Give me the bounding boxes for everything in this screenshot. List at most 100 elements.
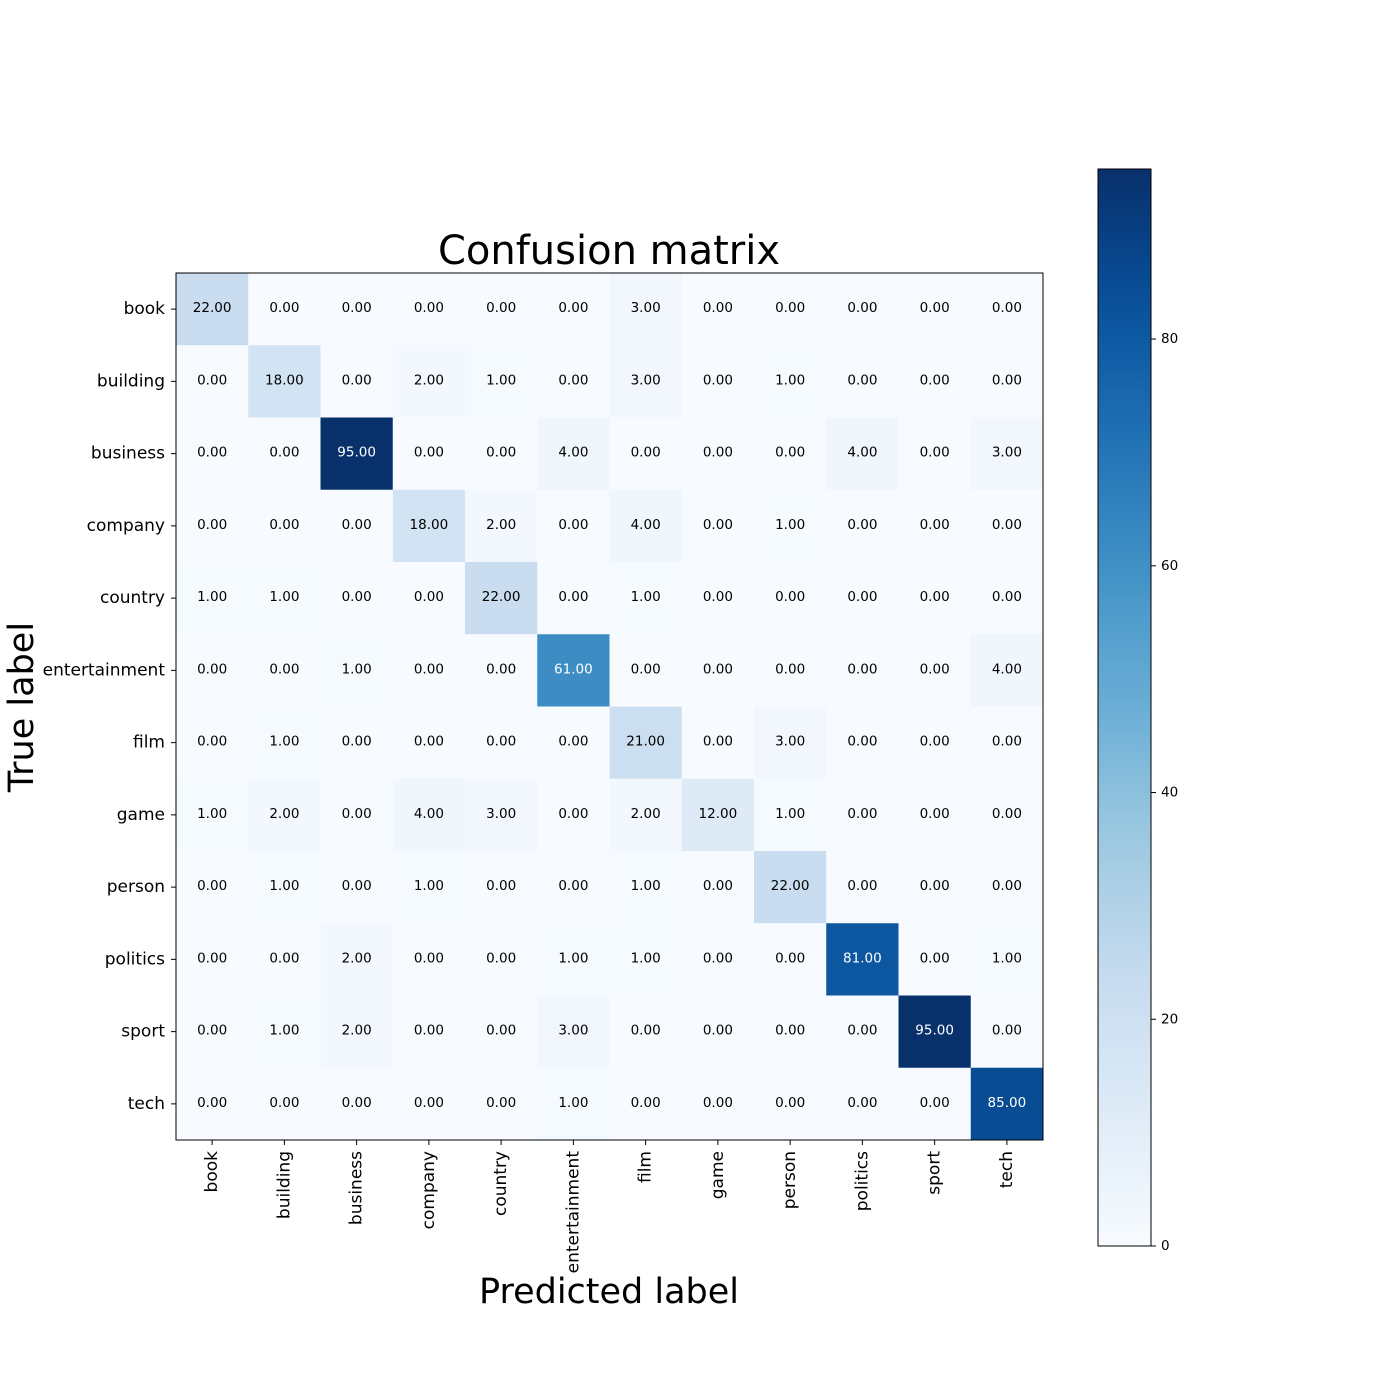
cell-value-label: 1.00 — [342, 661, 372, 677]
matrix-cell — [681, 706, 755, 780]
cell-value-label: 0.00 — [847, 300, 877, 316]
matrix-cell — [609, 273, 683, 346]
matrix-cell — [320, 851, 394, 924]
cell-value-label: 0.00 — [992, 806, 1022, 822]
matrix-cell — [320, 706, 394, 780]
cell-value-label: 0.00 — [992, 372, 1022, 388]
cell-value-label: 0.00 — [703, 661, 733, 677]
y-tick-label: film — [133, 733, 165, 753]
matrix-cell — [248, 489, 321, 563]
cell-value-label: 0.00 — [558, 300, 588, 316]
cell-value-label: 0.00 — [631, 445, 661, 461]
cell-value-label: 0.00 — [414, 661, 444, 677]
x-tick-label: game — [708, 1151, 728, 1199]
cell-value-label: 1.00 — [631, 950, 661, 966]
matrix-cell — [176, 489, 249, 563]
cell-value-label: 4.00 — [992, 661, 1022, 677]
matrix-cell — [898, 706, 972, 780]
matrix-cell — [754, 634, 827, 707]
plot-frame — [175, 272, 1044, 1141]
cell-value-label: 0.00 — [847, 517, 877, 533]
matrix-cell — [970, 995, 1044, 1069]
cell-value-label: 0.00 — [486, 878, 516, 894]
matrix-cell — [898, 923, 972, 996]
cell-value-label: 2.00 — [269, 806, 299, 822]
cell-value-label: 22.00 — [771, 878, 810, 894]
matrix-cell — [465, 634, 538, 707]
cell-value-label: 0.00 — [992, 1023, 1022, 1039]
cell-value-label: 12.00 — [699, 806, 738, 822]
cell-value-label: 18.00 — [410, 517, 449, 533]
matrix-cell — [970, 417, 1044, 491]
matrix-cell — [248, 1067, 321, 1141]
cell-value-label: 22.00 — [193, 300, 232, 316]
matrix-cell — [826, 851, 899, 924]
matrix-cell — [826, 634, 899, 707]
y-tick-label: politics — [105, 949, 165, 969]
matrix-cell — [970, 851, 1044, 924]
cell-value-label: 0.00 — [920, 950, 950, 966]
matrix-cell — [898, 778, 972, 852]
matrix-cell — [248, 923, 321, 996]
matrix-cell — [609, 634, 683, 707]
matrix-cell — [176, 634, 249, 707]
cell-value-label: 0.00 — [342, 734, 372, 750]
cell-value-label: 0.00 — [486, 734, 516, 750]
matrix-cell — [248, 706, 321, 780]
cell-value-label: 0.00 — [414, 734, 444, 750]
matrix-cell — [681, 851, 755, 924]
colorbar-tick-label: 20 — [1161, 1011, 1178, 1027]
cell-value-label: 1.00 — [631, 878, 661, 894]
matrix-cell — [970, 345, 1044, 418]
cell-value-label: 0.00 — [342, 806, 372, 822]
cell-value-label: 0.00 — [558, 734, 588, 750]
matrix-cell — [898, 489, 972, 563]
matrix-cell — [826, 345, 899, 418]
colorbar-tick-label: 60 — [1161, 558, 1178, 574]
cell-value-label: 0.00 — [775, 1023, 805, 1039]
y-tick-label: entertainment — [43, 660, 166, 680]
x-tick-label: film — [636, 1151, 656, 1183]
matrix-cell — [681, 634, 755, 707]
cell-value-label: 0.00 — [414, 1023, 444, 1039]
cell-value-label: 0.00 — [269, 300, 299, 316]
y-tick-label: person — [107, 877, 165, 897]
matrix-cell — [465, 562, 538, 635]
cell-value-label: 0.00 — [703, 950, 733, 966]
matrix-cell — [826, 1067, 899, 1141]
cell-value-label: 61.00 — [554, 661, 593, 677]
matrix-cell — [898, 634, 972, 707]
cell-value-label: 3.00 — [631, 372, 661, 388]
matrix-cell — [537, 562, 610, 635]
matrix-cell — [537, 345, 610, 418]
matrix-cell — [970, 562, 1044, 635]
matrix-cell — [392, 851, 466, 924]
cell-value-label: 0.00 — [992, 517, 1022, 533]
x-tick-label: tech — [997, 1151, 1017, 1188]
matrix-cell — [465, 995, 538, 1069]
matrix-cell — [537, 489, 610, 563]
matrix-cell — [465, 778, 538, 852]
matrix-cell — [248, 995, 321, 1069]
cell-value-label: 0.00 — [197, 445, 227, 461]
matrix-cell — [392, 995, 466, 1069]
cell-value-label: 0.00 — [703, 300, 733, 316]
matrix-cell — [392, 489, 466, 563]
cell-value-label: 0.00 — [992, 878, 1022, 894]
colorbar-tick-label: 0 — [1161, 1238, 1170, 1254]
cell-value-label: 0.00 — [703, 372, 733, 388]
cell-value-label: 0.00 — [414, 300, 444, 316]
cell-value-label: 2.00 — [631, 806, 661, 822]
matrix-cell — [681, 489, 755, 563]
cell-value-label: 0.00 — [486, 445, 516, 461]
cell-value-label: 1.00 — [992, 950, 1022, 966]
matrix-cell — [392, 345, 466, 418]
cell-value-label: 0.00 — [342, 1095, 372, 1111]
cell-value-label: 3.00 — [631, 300, 661, 316]
cell-value-label: 0.00 — [992, 589, 1022, 605]
matrix-cell — [392, 778, 466, 852]
cell-value-label: 85.00 — [988, 1095, 1027, 1111]
cell-value-label: 2.00 — [414, 372, 444, 388]
matrix-cell — [826, 417, 899, 491]
cell-value-label: 0.00 — [775, 1095, 805, 1111]
